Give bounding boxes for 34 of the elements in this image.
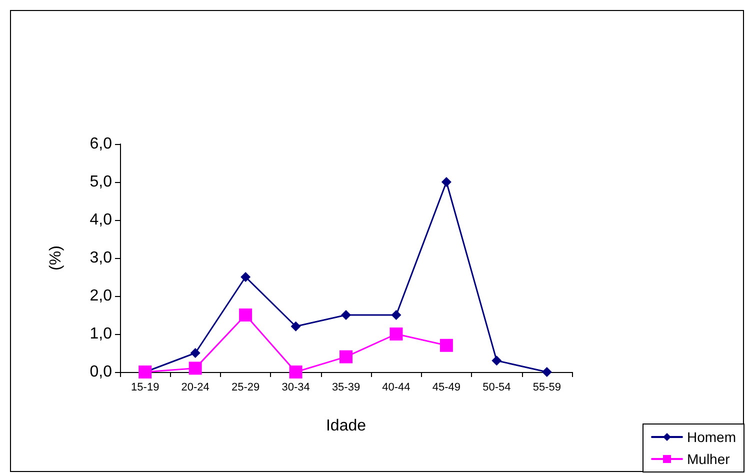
point bbox=[440, 338, 453, 352]
x-tick-label: 45-49 bbox=[432, 382, 461, 394]
point bbox=[340, 350, 352, 364]
y-tick-label: 0,0 bbox=[90, 364, 112, 380]
y-tick-label: 4,0 bbox=[90, 212, 112, 228]
point bbox=[289, 366, 302, 378]
x-tick-label: 55-59 bbox=[532, 382, 561, 394]
legend-label: Mulher bbox=[686, 451, 730, 467]
point bbox=[390, 328, 403, 340]
y-tick-label: 2,0 bbox=[90, 288, 112, 304]
y-tick-label: 1,0 bbox=[90, 326, 112, 342]
point bbox=[240, 272, 251, 282]
point bbox=[190, 348, 200, 358]
point bbox=[239, 308, 252, 322]
x-tick-label: 25-29 bbox=[231, 382, 260, 394]
point bbox=[290, 321, 301, 332]
x-axis-title: Idade bbox=[326, 418, 366, 434]
y-tick-label: 5,0 bbox=[90, 174, 112, 190]
x-tick-label: 40-44 bbox=[382, 382, 410, 394]
point bbox=[188, 362, 202, 375]
x-tick-label: 20-24 bbox=[181, 382, 210, 394]
x-tick-label: 35-39 bbox=[332, 382, 360, 394]
point bbox=[441, 177, 452, 187]
x-tick-label: 15-19 bbox=[131, 382, 160, 394]
x-tick-label: 50-54 bbox=[482, 382, 511, 394]
point bbox=[542, 367, 552, 377]
y-tick-label: 3,0 bbox=[90, 250, 112, 266]
point bbox=[341, 310, 351, 320]
point bbox=[391, 310, 402, 320]
point bbox=[492, 356, 502, 366]
y-tick-label: 6,0 bbox=[90, 136, 112, 152]
y-axis-title: (%) bbox=[48, 246, 64, 270]
x-tick-label: 30-34 bbox=[282, 382, 310, 394]
legend-label: Homem bbox=[686, 429, 736, 445]
